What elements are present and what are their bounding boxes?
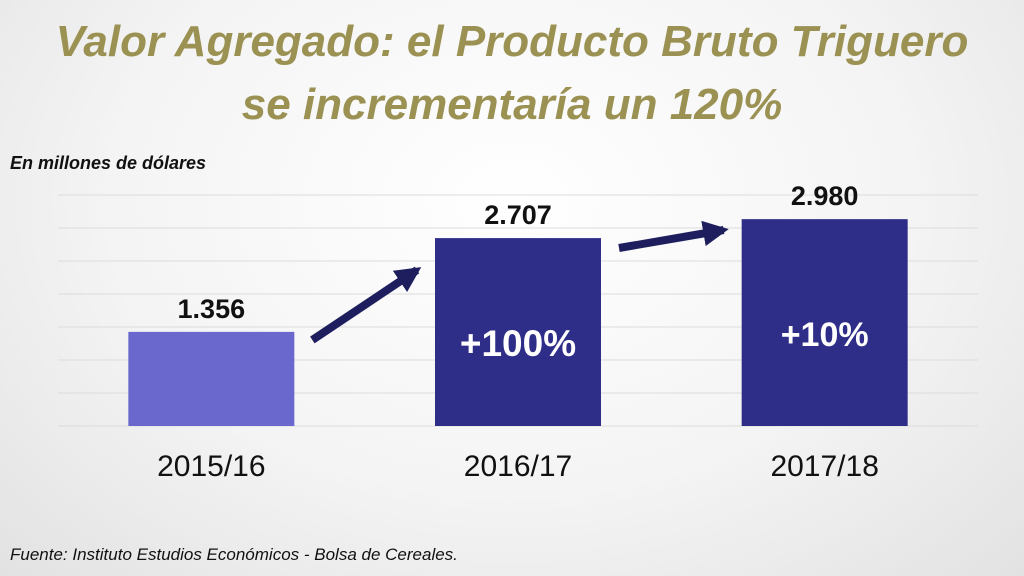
category-label: 2016/17	[464, 450, 572, 483]
growth-arrow	[618, 220, 729, 252]
slide-title-line-2: se incrementaría un 120%	[241, 80, 783, 129]
bar-2017-18	[741, 219, 908, 426]
bar-2015-16	[128, 331, 295, 426]
unit-label: En millones de dólares	[10, 153, 207, 173]
value-label: 2.707	[484, 200, 552, 230]
category-label: 2015/16	[157, 450, 265, 483]
slide-title-line-1: Valor Agregado: el Producto Bruto Trigue…	[55, 17, 969, 66]
growth-label: +10%	[781, 316, 869, 354]
source-note: Fuente: Instituto Estudios Económicos - …	[10, 545, 458, 564]
growth-arrow	[310, 266, 422, 344]
value-label: 1.356	[178, 294, 246, 324]
value-label: 2.980	[791, 181, 859, 211]
bar-2016-17	[435, 238, 601, 426]
growth-label: +100%	[460, 323, 576, 364]
category-label: 2017/18	[770, 450, 878, 483]
